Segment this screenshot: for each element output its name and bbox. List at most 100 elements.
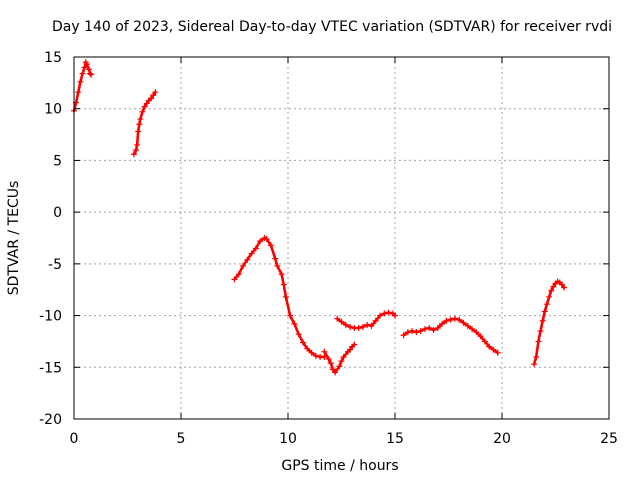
y-tick-label: 5 [53, 153, 62, 169]
data-point [332, 369, 339, 376]
data-point [531, 361, 538, 368]
data-point [439, 320, 446, 327]
data-point [456, 316, 463, 323]
data-point [139, 108, 146, 115]
x-tick-label: 5 [177, 431, 186, 447]
data-point [340, 353, 347, 360]
chart-title: Day 140 of 2023, Sidereal Day-to-day VTE… [52, 19, 612, 35]
data-point [421, 326, 428, 333]
data-point [481, 338, 488, 345]
data-point [486, 343, 493, 350]
y-tick-label: -5 [48, 257, 62, 273]
data-point [372, 317, 379, 324]
data-point [272, 255, 279, 262]
data-point [291, 320, 298, 327]
y-tick-label: 10 [44, 102, 62, 118]
data-point [325, 356, 332, 363]
data-point [558, 281, 565, 288]
data-point [469, 326, 476, 333]
data-series [71, 59, 568, 376]
axis-ticks [73, 56, 610, 420]
x-tick-labels: 0 5 10 15 20 25 [70, 431, 618, 447]
y-tick-labels: 15 10 5 0 -5 -10 -15 -20 [39, 50, 62, 428]
data-point [400, 332, 407, 339]
data-point [282, 293, 289, 300]
data-point [88, 71, 95, 78]
data-point [342, 321, 349, 328]
data-point [141, 103, 148, 110]
data-point [546, 293, 553, 300]
data-point [347, 346, 354, 353]
data-point [77, 78, 84, 85]
data-point [351, 341, 358, 348]
data-point [295, 331, 302, 338]
series-segment-4 [321, 341, 358, 376]
data-point [152, 89, 159, 96]
data-point [533, 353, 540, 360]
x-tick-label: 0 [70, 431, 79, 447]
data-point [133, 147, 140, 154]
x-tick-label: 10 [279, 431, 297, 447]
data-point [364, 321, 371, 328]
series-segment-6 [400, 315, 501, 356]
y-tick-label: 0 [53, 205, 62, 221]
data-point [355, 324, 362, 331]
series-segment-5 [334, 309, 398, 331]
data-point [430, 327, 437, 334]
data-point [321, 348, 328, 355]
series-segment-1 [71, 59, 95, 114]
data-point [381, 310, 388, 317]
data-point [451, 315, 458, 322]
data-point [83, 61, 90, 68]
data-point [257, 238, 264, 245]
data-point [134, 141, 141, 148]
data-point [539, 317, 546, 324]
data-point [231, 276, 238, 283]
data-point [550, 283, 557, 290]
data-point [359, 323, 366, 330]
data-point [299, 339, 306, 346]
data-point [417, 328, 424, 335]
data-point [490, 346, 497, 353]
data-point [426, 324, 433, 331]
data-point [304, 345, 311, 352]
data-point [413, 329, 420, 336]
data-point [263, 236, 270, 243]
data-point [392, 312, 398, 319]
data-point [329, 366, 336, 373]
data-point [327, 360, 334, 367]
data-point [280, 281, 287, 288]
data-point [136, 121, 143, 128]
data-point [541, 308, 548, 315]
y-tick-label: -10 [39, 309, 62, 325]
data-point [137, 116, 144, 123]
data-point [267, 242, 274, 249]
data-point [460, 319, 467, 326]
data-point [135, 128, 142, 135]
x-tick-label: 20 [493, 431, 511, 447]
x-axis-label: GPS time / hours [281, 458, 398, 474]
grid-lines [74, 57, 609, 419]
data-point [150, 92, 157, 99]
series-line [532, 280, 566, 366]
data-point [244, 256, 251, 263]
data-point [235, 271, 242, 278]
data-point [548, 287, 555, 294]
data-point [338, 318, 345, 325]
data-point [535, 338, 542, 345]
data-point [81, 64, 88, 71]
data-point [85, 66, 92, 73]
plot-frame [73, 56, 610, 420]
data-point [477, 333, 484, 340]
data-point [537, 328, 544, 335]
y-axis-label: SDTVAR / TECUs [6, 181, 22, 296]
data-point [130, 151, 137, 158]
data-point [252, 245, 259, 252]
data-point [278, 271, 285, 278]
data-point [494, 349, 501, 356]
data-point [447, 316, 454, 323]
data-point [443, 317, 450, 324]
data-point [464, 322, 471, 329]
x-tick-label: 25 [600, 431, 618, 447]
